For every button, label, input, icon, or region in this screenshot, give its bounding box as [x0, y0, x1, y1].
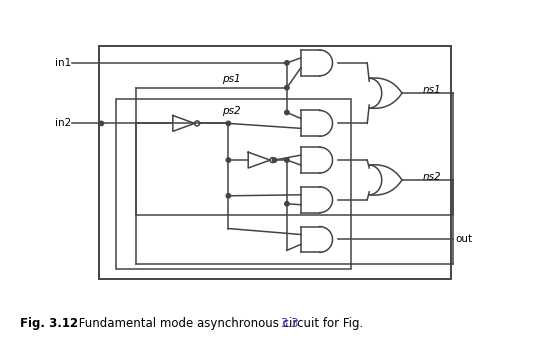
Bar: [116, 98, 351, 269]
Text: in1: in1: [55, 58, 72, 68]
Circle shape: [285, 110, 289, 115]
Circle shape: [285, 61, 289, 65]
Text: in2: in2: [55, 118, 72, 128]
Text: out: out: [455, 235, 472, 245]
Circle shape: [285, 202, 289, 206]
Circle shape: [99, 121, 104, 126]
Text: Fundamental mode asynchronous circuit for Fig.: Fundamental mode asynchronous circuit fo…: [75, 317, 367, 330]
Text: ns1: ns1: [423, 85, 441, 95]
Circle shape: [285, 158, 289, 162]
Circle shape: [226, 193, 231, 198]
Bar: [99, 46, 450, 279]
Circle shape: [285, 85, 289, 90]
Text: ns2: ns2: [423, 172, 441, 182]
Circle shape: [226, 158, 231, 162]
Circle shape: [226, 121, 231, 126]
Text: ps2: ps2: [222, 106, 241, 117]
Text: ps1: ps1: [222, 74, 241, 84]
Circle shape: [272, 158, 277, 162]
Text: 3.3: 3.3: [280, 317, 299, 330]
Text: Fig. 3.12: Fig. 3.12: [20, 317, 78, 330]
